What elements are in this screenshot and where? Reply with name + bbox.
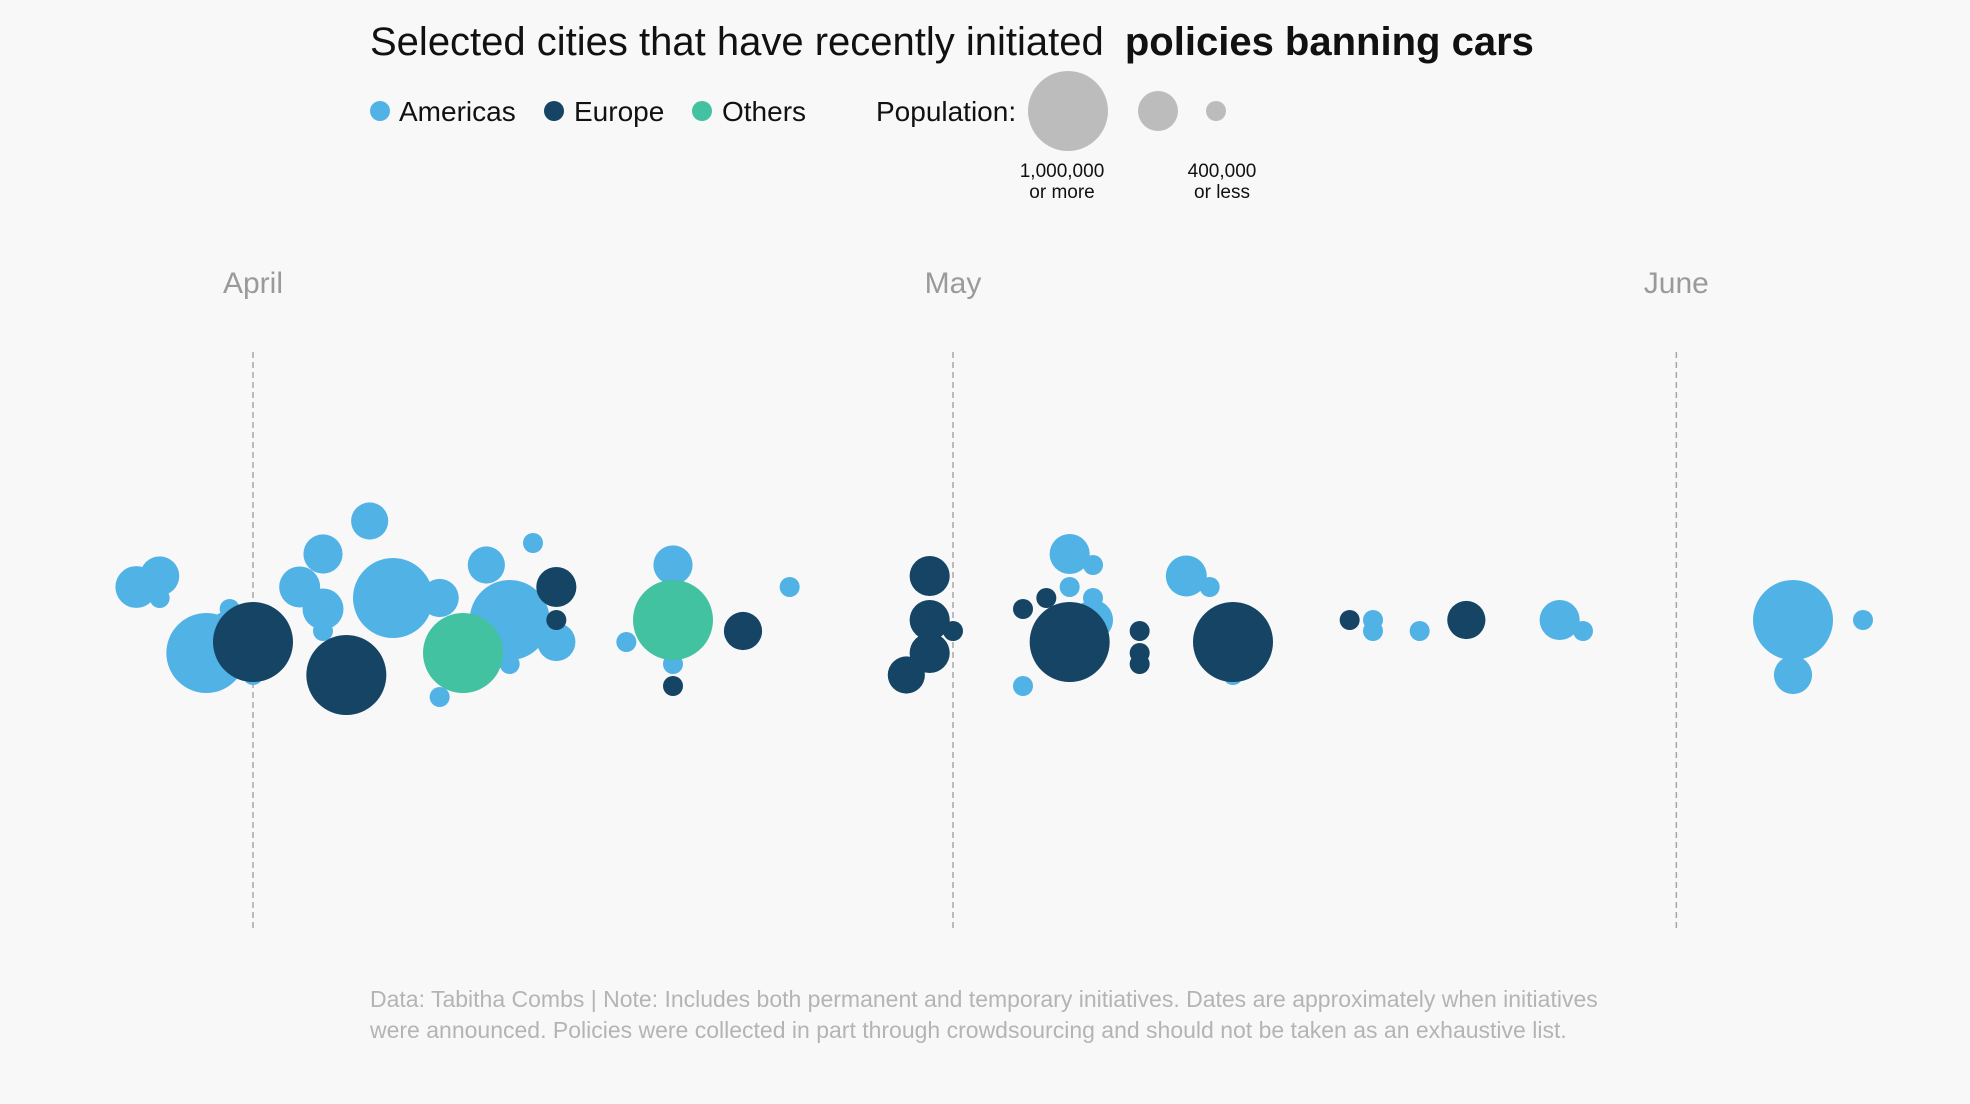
city-bubble-americas (1753, 580, 1833, 660)
city-bubble-americas (1853, 610, 1873, 630)
city-bubble-europe (1013, 599, 1033, 619)
city-bubble-americas (353, 558, 433, 638)
city-bubble-americas (537, 622, 576, 662)
city-bubble-americas (1573, 621, 1593, 641)
city-bubble-americas (313, 621, 333, 641)
city-bubble-americas (140, 556, 180, 596)
chart-title-bold: policies banning cars (1125, 20, 1534, 64)
size-swatch-small (1206, 101, 1226, 121)
city-bubble-americas (429, 687, 450, 707)
city-bubble-americas (1013, 676, 1033, 696)
chart-title-regular: Selected cities that have recently initi… (370, 20, 1104, 64)
size-swatch-large (1028, 71, 1108, 151)
city-bubble-americas (1409, 621, 1430, 641)
chart-title: Selected cities that have recently initi… (370, 20, 1534, 64)
legend-label-others: Others (722, 96, 806, 127)
legend-swatch-others (692, 101, 712, 121)
city-bubble-europe (1129, 621, 1150, 641)
city-bubble-americas (1083, 555, 1103, 575)
legend-swatch-europe (544, 101, 564, 121)
city-bubble-americas (653, 545, 693, 585)
city-bubble-americas (1539, 599, 1580, 641)
city-bubble-americas (779, 577, 800, 597)
legend-item-americas: Americas (370, 96, 516, 127)
legend-swatch-americas (370, 101, 390, 121)
city-bubble-europe (213, 602, 293, 682)
city-bubble-americas (499, 654, 520, 674)
footnote: Data: Tabitha Combs | Note: Includes bot… (370, 986, 1598, 1043)
size-label-large-line2: or more (1029, 182, 1094, 203)
legend: Americas Europe Others Population: 1,000… (370, 71, 1256, 203)
city-bubble-americas (303, 534, 343, 574)
size-label-small-line1: 400,000 (1188, 161, 1257, 182)
city-bubble-europe (909, 555, 950, 597)
month-axis: April May June (223, 267, 1709, 930)
city-bubble-europe (909, 599, 950, 641)
city-bubble-americas (1165, 555, 1207, 597)
city-bubble-europe (1029, 602, 1110, 682)
legend-label-americas: Americas (399, 96, 516, 127)
city-bubble-europe (1036, 588, 1057, 608)
city-bubble-europe (1193, 602, 1273, 682)
month-label-may: May (925, 267, 982, 300)
city-bubble-europe (1339, 610, 1360, 630)
city-bubble-americas (1199, 577, 1220, 597)
city-bubble-americas (1049, 533, 1090, 575)
size-swatch-medium (1138, 91, 1178, 131)
city-bubble-americas (1773, 655, 1813, 695)
city-bubble-europe (943, 621, 963, 641)
city-bubble-europe (546, 610, 567, 630)
city-bubble-americas (1363, 621, 1383, 641)
city-bubble-europe (1129, 654, 1150, 674)
size-label-large-line1: 1,000,000 (1020, 161, 1105, 182)
city-bubble-americas (467, 546, 505, 584)
city-bubble-europe (536, 566, 577, 608)
city-bubble-americas (302, 588, 344, 630)
city-bubble-americas (523, 533, 543, 553)
city-bubble-americas (149, 588, 170, 608)
city-bubble-europe (306, 635, 387, 715)
city-bubble-europe (723, 611, 763, 651)
bubble-layer (115, 502, 1873, 715)
city-bubble-europe (909, 632, 950, 674)
city-bubble-americas (616, 632, 637, 652)
population-legend-label: Population: (876, 96, 1016, 127)
city-bubble-americas (351, 502, 389, 540)
city-bubble-americas (420, 578, 459, 618)
month-label-april: April (223, 267, 283, 300)
city-bubble-others (633, 580, 713, 660)
size-label-small-line2: or less (1194, 182, 1250, 203)
legend-item-europe: Europe (544, 96, 664, 127)
city-bubble-europe (663, 676, 683, 696)
city-bubble-americas (1059, 577, 1080, 597)
city-bubble-others (423, 613, 503, 693)
legend-item-others: Others (692, 96, 806, 127)
legend-label-europe: Europe (574, 96, 664, 127)
month-label-june: June (1644, 267, 1709, 300)
city-bubble-europe (1447, 600, 1486, 640)
